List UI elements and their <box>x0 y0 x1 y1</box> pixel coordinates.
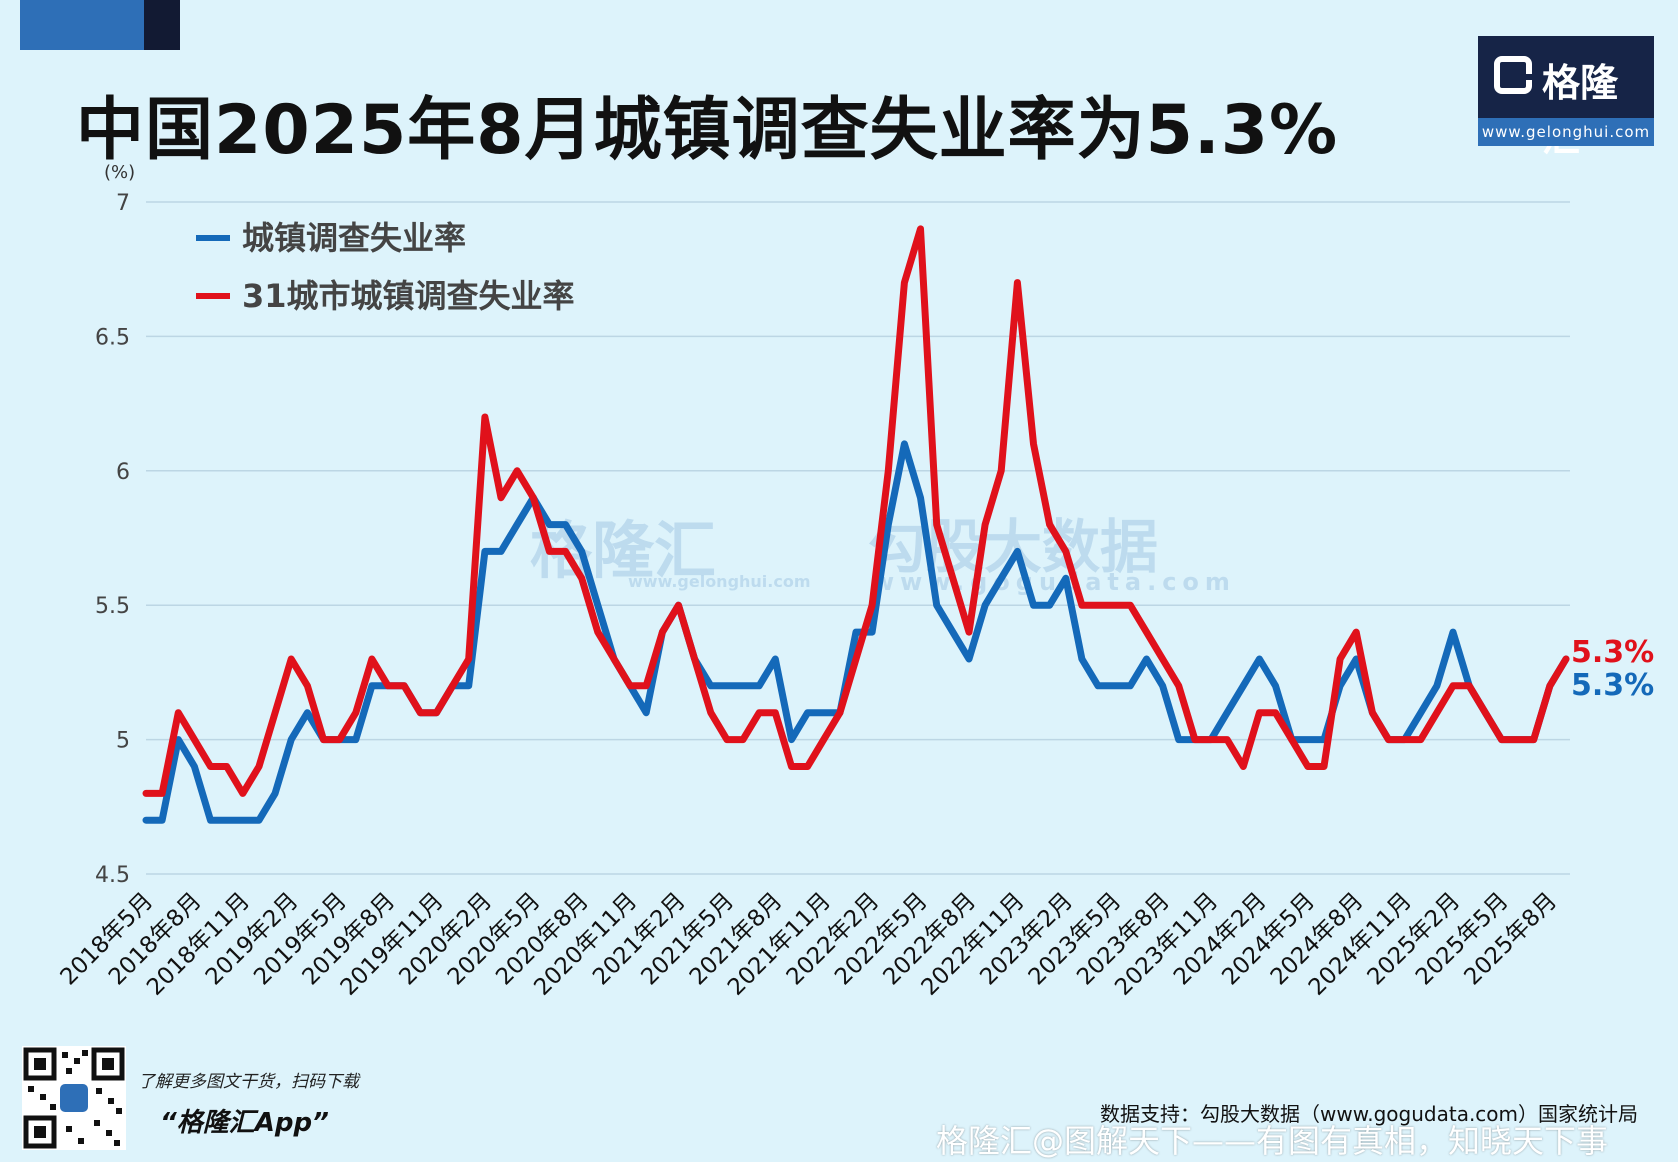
watermark-left-url: www.gelonghui.com <box>628 572 811 591</box>
y-tick-label: 6.5 <box>95 325 130 350</box>
corner-accent-bar <box>20 0 144 50</box>
end-value-label-1: 5.3% <box>1571 668 1654 703</box>
qr-code-icon[interactable] <box>22 1046 126 1150</box>
line-chart: 4.555.566.57 2018年5月2018年8月2018年11月2019年… <box>56 162 1655 1001</box>
y-tick-label: 4.5 <box>95 863 130 888</box>
end-value-label-2: 5.3% <box>1571 635 1654 670</box>
y-axis-unit-label: (%) <box>104 162 135 183</box>
series-line-2 <box>142 225 1570 797</box>
y-tick-label: 6 <box>116 460 130 485</box>
y-tick-label: 5.5 <box>95 594 130 619</box>
chart-title: 中国2025年8月城镇调查失业率为5.3% <box>76 91 1339 170</box>
legend-label-1: 城镇调查失业率 <box>242 219 466 257</box>
legend-label-2: 31城市城镇调查失业率 <box>242 277 575 315</box>
logo-url: www.gelonghui.com <box>1478 118 1654 146</box>
promo-text: 了解更多图文干货，扫码下载 <box>138 1072 359 1092</box>
data-source: 数据支持：勾股大数据（www.gogudata.com）国家统计局 <box>1100 1102 1639 1126</box>
y-tick-label: 7 <box>116 191 130 216</box>
promo-app-name[interactable]: “格隆汇App” <box>160 1108 329 1138</box>
footer-watermark: 格隆汇@图解天下——有图有真相，知晓天下事 <box>936 1122 1609 1160</box>
brand-logo[interactable]: 格隆汇 www.gelonghui.com <box>1478 36 1654 160</box>
watermark-right-brand: 勾股大数据 <box>868 513 1159 581</box>
gelonghui-logo-icon <box>60 1084 88 1112</box>
y-tick-label: 5 <box>116 729 130 754</box>
gelonghui-logo-icon <box>1494 56 1532 94</box>
corner-accent-bar-dark <box>144 0 180 50</box>
